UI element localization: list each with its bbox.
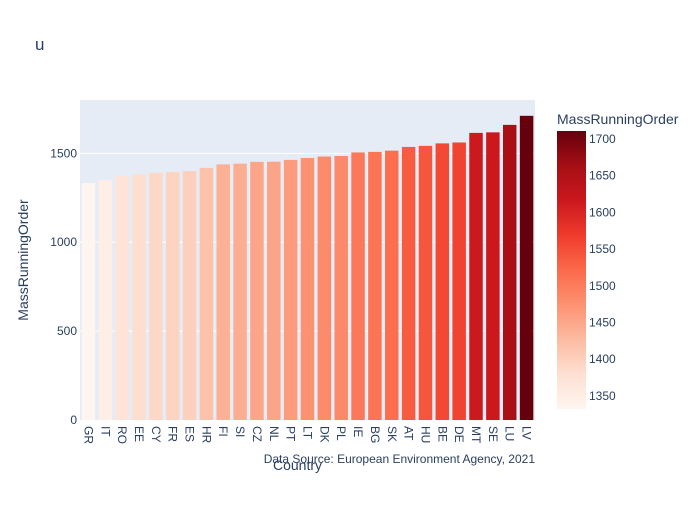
colorbar-tick-label: 1450 — [589, 315, 616, 329]
bar-hr[interactable] — [199, 167, 214, 420]
x-tick-label: EE — [132, 426, 146, 442]
bar-se[interactable] — [486, 132, 500, 420]
bar-ee[interactable] — [132, 174, 146, 420]
x-tick-label: IE — [351, 426, 365, 437]
chart-title: u — [35, 35, 44, 54]
x-tick-label: HR — [199, 426, 213, 444]
bar-es[interactable] — [182, 171, 197, 420]
x-tick-label: FI — [216, 426, 230, 437]
colorbar-tick-label: 1550 — [589, 242, 616, 256]
bar-dk[interactable] — [317, 156, 332, 421]
bar-cz[interactable] — [250, 161, 264, 420]
x-tick-label: RO — [115, 426, 129, 444]
colorbar-title: MassRunningOrder — [557, 111, 679, 127]
y-tick-label: 1000 — [50, 235, 77, 249]
x-tick-label: LU — [503, 426, 517, 441]
y-tick-label: 0 — [70, 413, 77, 427]
bars — [81, 115, 534, 421]
bar-hu[interactable] — [418, 145, 433, 420]
x-tick-label: PT — [284, 426, 298, 442]
x-tick-label: CZ — [250, 426, 264, 442]
y-axis-title: MassRunningOrder — [15, 199, 31, 321]
x-tick-label: SE — [486, 426, 500, 442]
bar-nl[interactable] — [267, 161, 281, 420]
bar-cy[interactable] — [149, 172, 163, 420]
bar-it[interactable] — [98, 180, 113, 420]
x-tick-label: SK — [385, 426, 399, 442]
colorbar: MassRunningOrder 1350 1400 1450 1500 1550 160… — [557, 111, 679, 409]
x-tick-label: ES — [183, 426, 197, 442]
bar-ie[interactable] — [351, 152, 365, 420]
y-tick-label: 1500 — [50, 146, 77, 160]
x-tick-label: CY — [149, 426, 163, 443]
x-tick-label: DK — [317, 426, 331, 443]
colorbar-tick-label: 1500 — [589, 279, 616, 293]
x-tick-label: NL — [267, 426, 281, 442]
colorbar-tick-label: 1400 — [589, 352, 616, 366]
x-tick-label: FR — [166, 426, 180, 442]
bar-be[interactable] — [435, 143, 450, 420]
x-axis-ticks: GR IT RO EE CY FR ES HR FI SI CZ NL PT LT DK PL IE BG SK AT… — [81, 426, 533, 444]
bar-fr[interactable] — [165, 172, 180, 420]
bar-de[interactable] — [452, 142, 466, 420]
x-tick-label: IT — [98, 426, 112, 437]
colorbar-tick-label: 1700 — [589, 132, 616, 146]
bar-bg[interactable] — [368, 151, 382, 420]
bar-si[interactable] — [233, 163, 247, 420]
bar-pt[interactable] — [283, 159, 298, 420]
colorbar-gradient — [557, 131, 586, 409]
x-tick-label: DE — [452, 426, 466, 443]
x-tick-label: AT — [402, 426, 416, 441]
x-tick-label: MT — [469, 426, 483, 444]
x-axis-title: Country — [273, 457, 322, 473]
bar-fi[interactable] — [216, 164, 230, 420]
colorbar-tick-label: 1350 — [589, 389, 616, 403]
bar-gr[interactable] — [81, 183, 96, 420]
bar-mt[interactable] — [469, 132, 483, 420]
colorbar-tick-label: 1600 — [589, 205, 616, 219]
y-axis-ticks: 0 500 1000 1500 — [50, 146, 77, 427]
x-tick-label: LT — [301, 426, 315, 440]
colorbar-tick-label: 1650 — [589, 169, 616, 183]
x-tick-label: BE — [435, 426, 449, 442]
bar-lu[interactable] — [502, 124, 517, 420]
source-annotation: Data Source: European Environment Agency… — [264, 452, 536, 466]
bar-sk[interactable] — [385, 150, 399, 420]
x-tick-label: PL — [334, 426, 348, 441]
x-tick-label: SI — [233, 426, 247, 437]
y-tick-label: 500 — [57, 324, 77, 338]
colorbar-ticks: 1350 1400 1450 1500 1550 1600 1650 1700 — [589, 132, 616, 403]
bar-ro[interactable] — [115, 176, 129, 420]
bar-lt[interactable] — [300, 157, 315, 420]
bar-lv[interactable] — [519, 115, 534, 421]
x-tick-label: BG — [368, 426, 382, 443]
x-tick-label: LV — [520, 426, 534, 440]
x-tick-label: GR — [81, 426, 95, 444]
bar-at[interactable] — [401, 146, 416, 420]
bar-pl[interactable] — [334, 156, 348, 420]
x-tick-label: HU — [418, 426, 432, 443]
